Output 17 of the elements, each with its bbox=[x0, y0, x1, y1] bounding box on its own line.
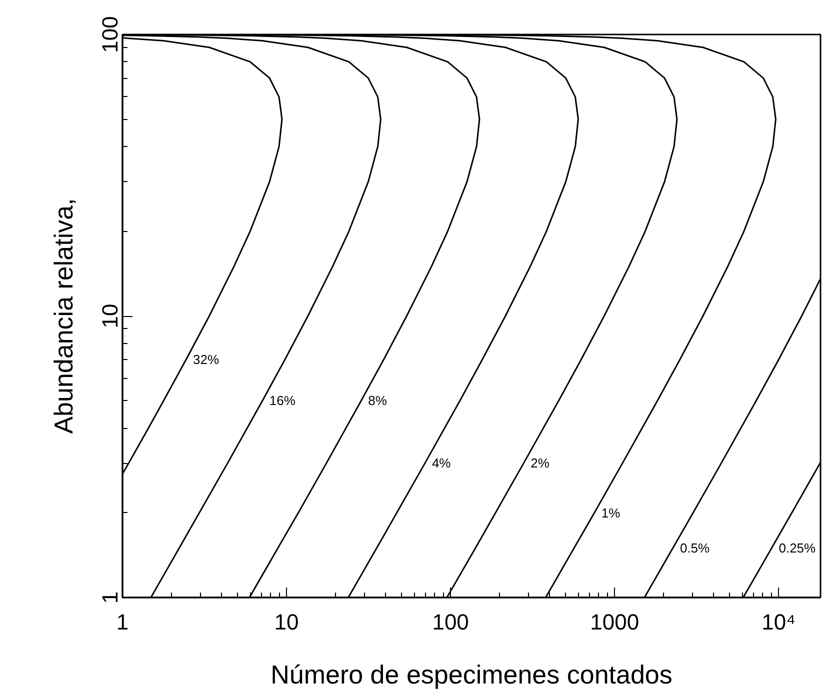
annotation: 16% bbox=[269, 393, 296, 408]
y-tick-label: 1 bbox=[98, 591, 122, 604]
annotation: 0.25% bbox=[778, 540, 816, 556]
x-tick-label: 1000 bbox=[590, 610, 640, 634]
annotation: 0.5% bbox=[680, 540, 710, 556]
y-tick-label: 100 bbox=[98, 16, 122, 53]
x-tick-label: 10⁴ bbox=[762, 610, 796, 634]
x-tick-label: 10 bbox=[274, 610, 299, 634]
annotation: 1% bbox=[601, 505, 621, 520]
x-tick-label: 100 bbox=[432, 610, 469, 634]
y-axis-title: Abundancia relativa, bbox=[48, 198, 78, 434]
annotation: 32% bbox=[193, 352, 220, 368]
annotation: 8% bbox=[368, 393, 388, 408]
y-tick-label: 10 bbox=[98, 304, 122, 328]
x-axis-title: Número de especimenes contados bbox=[270, 660, 672, 690]
annotation: 2% bbox=[530, 456, 550, 471]
annotation: 4% bbox=[432, 456, 452, 471]
